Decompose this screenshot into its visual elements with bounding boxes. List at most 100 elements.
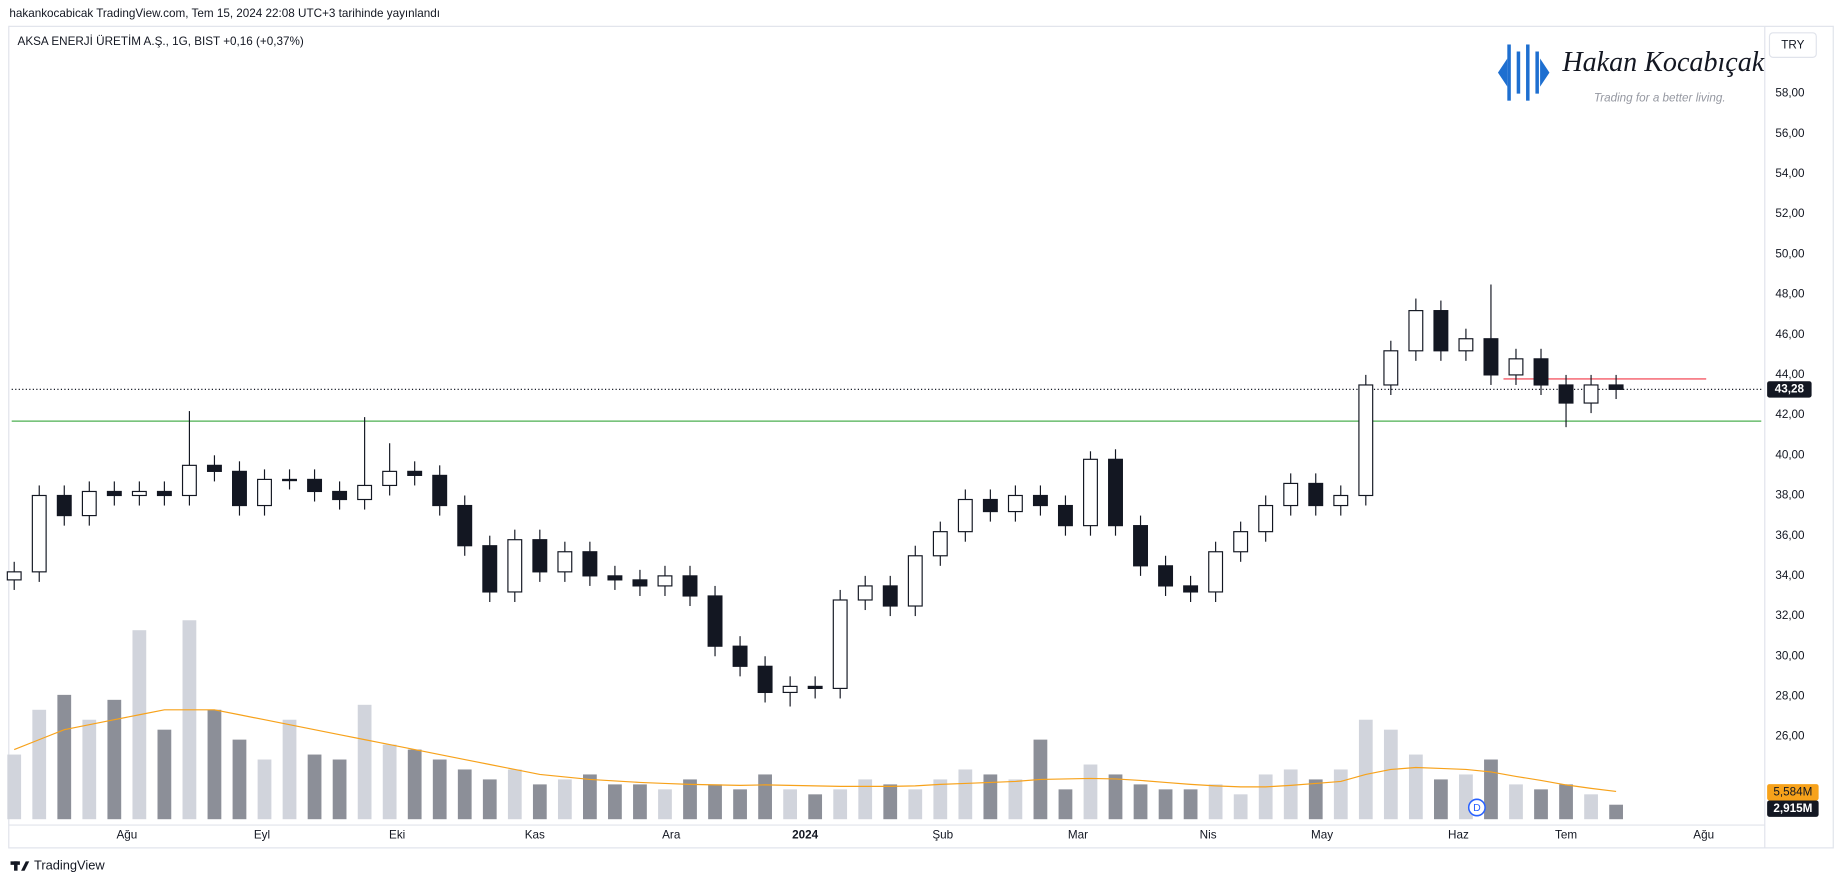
volume-ma-box — [1767, 784, 1819, 801]
candle-body — [557, 551, 573, 573]
candle-body — [932, 531, 948, 557]
volume-bar — [357, 704, 372, 820]
candle-body — [1558, 384, 1574, 404]
y-tick-label: 56,00 — [1775, 127, 1805, 140]
y-tick-label: 26,00 — [1775, 730, 1805, 743]
volume-bar — [482, 779, 497, 820]
candle-body — [206, 464, 222, 472]
candle-body — [1533, 358, 1549, 386]
volume-bar — [257, 759, 272, 820]
candle-body — [857, 585, 873, 601]
volume-bar — [307, 754, 322, 820]
candle-body — [607, 575, 623, 581]
candle-body — [1083, 458, 1098, 527]
candle-body — [507, 539, 523, 593]
candle-body — [757, 665, 773, 694]
watermark-slogan: Trading for a better living. — [1594, 91, 1726, 104]
candle-body — [1308, 482, 1324, 507]
candle-body — [1483, 338, 1499, 376]
candle-body — [707, 595, 723, 647]
volume-bar — [232, 739, 247, 820]
volume-bar — [82, 719, 97, 820]
dividend-label: D — [1473, 802, 1481, 814]
volume-label: 2,915M — [1773, 802, 1812, 815]
candle-body — [1057, 504, 1073, 527]
candle-body — [1258, 504, 1274, 533]
candle-body — [257, 478, 272, 507]
candle-body — [1383, 350, 1399, 386]
candle-body — [1333, 494, 1349, 507]
x-tick-label: Eki — [389, 829, 405, 842]
volume-bar — [507, 769, 522, 820]
candle-body — [732, 645, 748, 667]
volume-bar — [1183, 789, 1198, 820]
candle-body — [482, 545, 498, 593]
volume-bar — [407, 749, 422, 820]
candle-body — [282, 478, 297, 482]
volume-bar — [457, 769, 472, 820]
volume-bar — [57, 694, 72, 820]
x-tick-label: 2024 — [792, 829, 819, 842]
volume-bar — [1534, 789, 1548, 820]
candle-body — [382, 470, 398, 487]
x-tick-label: Kas — [525, 829, 545, 842]
volume-bar — [182, 620, 197, 820]
candle-body — [156, 490, 172, 497]
y-tick-label: 36,00 — [1775, 529, 1805, 542]
y-tick-label: 34,00 — [1775, 569, 1805, 582]
candle-body — [56, 494, 72, 517]
candle-body — [832, 599, 848, 689]
candle-body — [782, 685, 798, 694]
candle-body — [957, 498, 973, 533]
header: hakankocabicak TradingView.com, Tem 15, … — [9, 7, 440, 20]
volume-bar — [1283, 769, 1298, 820]
volume-bar — [833, 789, 848, 820]
dividend-marker: D — [1467, 798, 1486, 817]
y-tick-label: 42,00 — [1775, 408, 1805, 421]
volume-bar — [282, 719, 297, 820]
watermark-name: Hakan Kocabıçak — [1561, 47, 1764, 78]
candle-body — [1458, 338, 1474, 352]
candle-body — [882, 585, 898, 607]
volume-bar — [1383, 729, 1398, 820]
candle-body — [131, 490, 147, 497]
candle-body — [1208, 551, 1224, 593]
volume-bar — [633, 784, 647, 820]
volume-bar — [983, 774, 998, 820]
y-tick-label: 54,00 — [1775, 167, 1805, 180]
volume-bar — [107, 699, 122, 820]
footer: TradingView — [34, 857, 105, 872]
volume-bar — [658, 789, 672, 820]
candle-body — [357, 484, 373, 501]
x-tick-label: Şub — [932, 829, 953, 842]
volume-bar — [808, 794, 823, 820]
candle-body — [1283, 482, 1299, 507]
candle-body — [1358, 384, 1374, 497]
volume-bar — [557, 779, 572, 820]
candle-body — [657, 575, 673, 587]
candle-body — [1433, 310, 1449, 352]
volume-bar — [207, 709, 222, 820]
volume-bar — [1408, 754, 1423, 820]
currency-button[interactable] — [1768, 32, 1817, 58]
volume-bar — [683, 779, 697, 820]
y-tick-label: 40,00 — [1775, 448, 1805, 461]
candle-body — [582, 551, 598, 577]
y-tick-label: 44,00 — [1775, 368, 1805, 381]
candle-body — [1583, 384, 1599, 404]
volume-bar — [1158, 789, 1173, 820]
y-tick-label: 52,00 — [1775, 207, 1805, 220]
x-tick-label: Ara — [662, 829, 681, 842]
volume-bar — [532, 784, 547, 820]
candle-body — [1032, 494, 1048, 507]
candle-body — [1233, 531, 1249, 553]
x-tick-label: Haz — [1448, 829, 1469, 842]
volume-bar — [1434, 779, 1448, 820]
x-tick-label: Ağu — [116, 829, 137, 842]
volume-bar — [1133, 784, 1148, 820]
volume-bar — [908, 789, 923, 820]
volume-bar — [883, 784, 898, 820]
volume-bar — [432, 759, 447, 820]
x-tick-label: Tem — [1555, 829, 1577, 842]
